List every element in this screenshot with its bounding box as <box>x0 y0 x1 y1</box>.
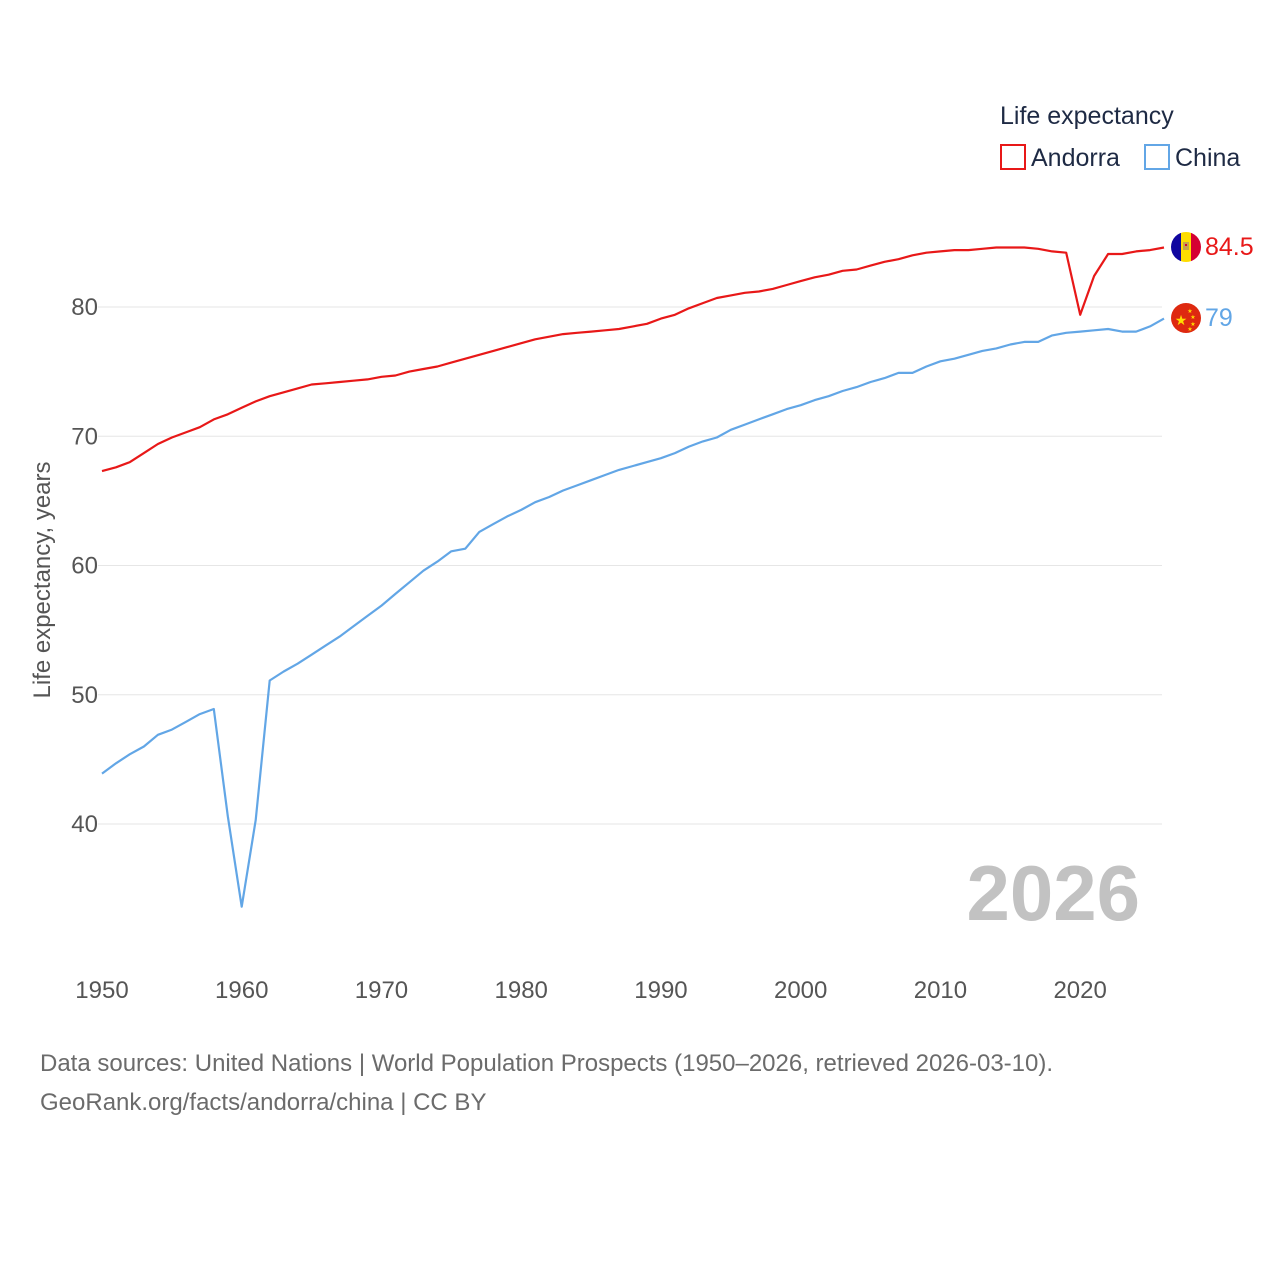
legend-item-andorra[interactable]: Andorra <box>1000 144 1120 172</box>
x-tick-label-1950: 1950 <box>75 977 128 1004</box>
legend-swatch-china <box>1144 144 1170 170</box>
china-flag-icon: ★ ★ ★ ★ ★ <box>1171 303 1201 333</box>
svg-text:★: ★ <box>1190 314 1195 321</box>
x-axis-ticks: 1950 1960 1970 1980 1990 2000 2010 2020 <box>75 977 1107 1004</box>
x-tick-label-1980: 1980 <box>495 977 548 1004</box>
legend-label-china: China <box>1175 144 1240 172</box>
y-axis-title: Life expectancy, years <box>29 461 56 698</box>
grid-lines <box>98 306 1162 825</box>
x-tick-label-2010: 2010 <box>914 977 967 1004</box>
x-tick-label-2020: 2020 <box>1053 977 1106 1004</box>
series-line-china <box>101 317 1165 908</box>
x-tick-label-1960: 1960 <box>215 977 268 1004</box>
legend-title: Life expectancy <box>1000 102 1174 130</box>
y-tick-label-50: 50 <box>71 682 98 709</box>
y-tick-label-60: 60 <box>71 553 98 580</box>
x-tick-label-1990: 1990 <box>634 977 687 1004</box>
credit-link[interactable]: GeoRank.org/facts/andorra/china | CC BY <box>40 1089 487 1116</box>
y-tick-label-40: 40 <box>71 811 98 838</box>
y-tick-label-70: 70 <box>71 423 98 450</box>
svg-text:★: ★ <box>1187 308 1192 315</box>
y-tick-label-80: 80 <box>71 294 98 321</box>
andorra-flag-icon <box>1171 232 1201 262</box>
x-tick-label-2000: 2000 <box>774 977 827 1004</box>
legend-item-china[interactable]: China <box>1144 144 1240 172</box>
source-note: Data sources: United Nations | World Pop… <box>40 1044 1053 1122</box>
svg-text:★: ★ <box>1190 321 1195 328</box>
series-lines <box>101 246 1165 908</box>
legend-label-andorra: Andorra <box>1031 144 1120 172</box>
x-tick-label-1970: 1970 <box>355 977 408 1004</box>
end-label-andorra: 84.5 <box>1205 233 1254 261</box>
end-label-china: 79 <box>1205 304 1233 332</box>
legend: Life expectancy Andorra China <box>1000 102 1240 172</box>
svg-text:★: ★ <box>1187 326 1192 333</box>
data-source-text: Data sources: United Nations | World Pop… <box>40 1050 1054 1077</box>
legend-swatch-andorra <box>1000 144 1026 170</box>
y-axis-ticks: 40 50 60 70 80 <box>71 294 98 838</box>
series-line-andorra <box>101 246 1165 473</box>
year-watermark: 2026 <box>966 849 1140 937</box>
svg-text:★: ★ <box>1175 313 1188 329</box>
